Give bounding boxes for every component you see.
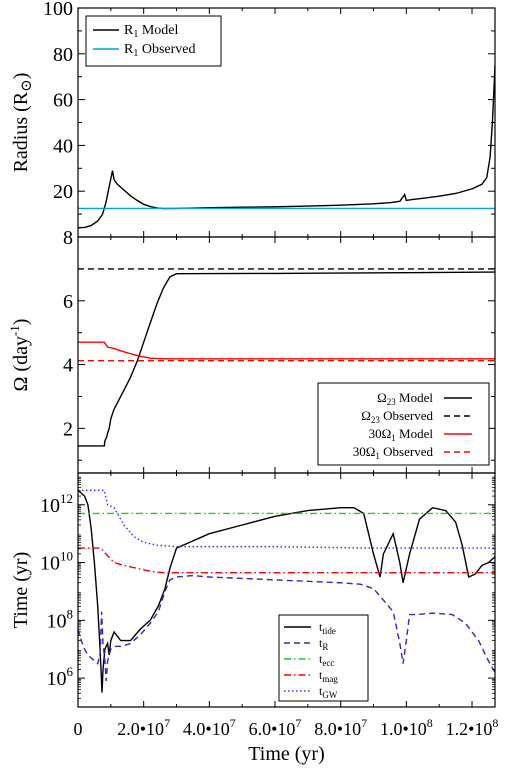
x-tick-label: 1.0•108 xyxy=(380,716,433,739)
y-tick-label: 100 xyxy=(43,0,73,20)
y-tick-label: 6 xyxy=(63,291,73,313)
series-line-1 xyxy=(78,574,495,682)
y-axis-label: Time (yr) xyxy=(10,552,32,628)
series-line-0 xyxy=(78,65,495,229)
legend: R1 Model R1 Observed xyxy=(85,15,222,67)
x-tick-label: 1.2•108 xyxy=(446,716,499,739)
y-axis-label: Ω (day-1) xyxy=(7,319,32,392)
legend-label: R1 Observed xyxy=(124,42,196,59)
y-tick-label: 1010 xyxy=(40,549,73,575)
y-tick-label: 80 xyxy=(53,44,73,66)
x-tick-label: 6.0•107 xyxy=(249,716,302,739)
y-tick-label: 40 xyxy=(53,135,73,157)
legend-label: 30Ω1 Observed xyxy=(353,444,434,461)
series-line-4 xyxy=(78,489,495,549)
plot-frame xyxy=(77,472,496,708)
timescale-panel: 106 108 1010 1012 Time (yr) ttidetRtecctmagtG… xyxy=(10,472,496,708)
radius-panel: 20 40 60 80 100 Radius (R⊙) R1 Model R1 Observe… xyxy=(10,0,496,238)
y-tick-label: 2 xyxy=(63,418,73,440)
y-tick-label: 20 xyxy=(53,181,73,203)
legend-label: tecc xyxy=(319,652,334,668)
y-tick-label: 4 xyxy=(63,355,73,377)
legend-label: tGW xyxy=(319,684,338,700)
legend-box xyxy=(317,382,490,466)
y-tick-label: 108 xyxy=(47,606,74,632)
y-tick-label: 60 xyxy=(53,90,73,112)
y-tick-label: 1012 xyxy=(40,491,73,517)
legend-label: tR xyxy=(319,636,328,652)
series-line-2 xyxy=(78,341,495,360)
x-tick-label: 2.0•107 xyxy=(117,716,170,739)
series-line-0 xyxy=(78,489,495,693)
y-tick-label: 8 xyxy=(63,227,73,249)
series-line-0 xyxy=(78,271,495,447)
x-tick-label: 0 xyxy=(74,719,83,739)
legend-box xyxy=(278,614,369,702)
x-axis: 0 2.0•107 4.0•107 6.0•107 8.0•107 1.0•108 1.2•… xyxy=(74,716,499,765)
y-tick-label: 106 xyxy=(47,664,74,690)
x-tick-label: 4.0•107 xyxy=(183,716,236,739)
legend-label: 30Ω1 Model xyxy=(369,426,434,443)
x-tick-label: 8.0•107 xyxy=(314,716,367,739)
series-line-3 xyxy=(78,547,495,574)
legend-label: Ω23 Model xyxy=(377,390,433,407)
legend-label: ttide xyxy=(319,620,336,636)
x-axis-label: Time (yr) xyxy=(248,743,324,765)
y-axis-label: Radius (R⊙) xyxy=(10,73,35,173)
legend-label: R1 Model xyxy=(124,23,179,40)
legend-box xyxy=(85,15,222,67)
legend-label: Ω23 Observed xyxy=(361,408,433,425)
legend-label: tmag xyxy=(319,668,338,684)
